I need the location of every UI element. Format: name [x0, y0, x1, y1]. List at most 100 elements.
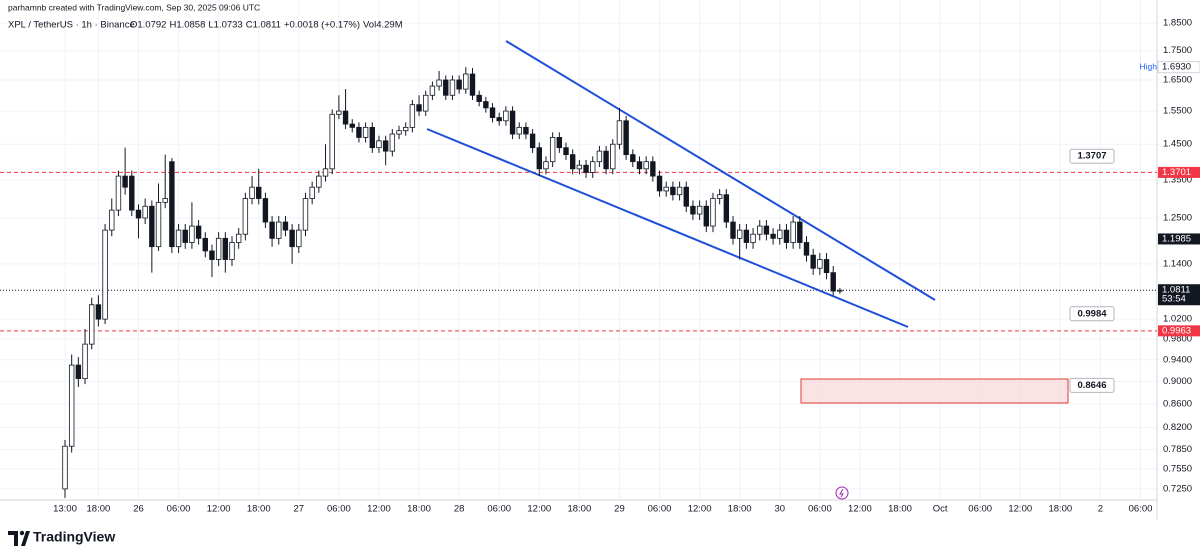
countdown: 53:54 [1162, 294, 1186, 305]
candle-body [810, 254, 816, 269]
candle-body [115, 175, 122, 211]
candle-body [109, 209, 115, 231]
x-tick-label: 13:00 [53, 504, 77, 515]
candle-body [590, 161, 596, 173]
callout-box [1069, 306, 1115, 322]
high-tag-label: 1.6930 [1162, 62, 1191, 73]
candle-body [169, 161, 175, 248]
candle-body [757, 225, 763, 235]
zone-rectangle [800, 378, 1069, 404]
candle-body [89, 304, 95, 345]
legend: XPL / TetherUS · 1h · Binance O1.0792 H1.… [8, 20, 403, 31]
candle-body [670, 186, 676, 196]
candle-body [155, 201, 162, 248]
x-tick-label: 06:00 [808, 504, 832, 515]
candle-body [436, 79, 442, 87]
candle-body [823, 259, 830, 274]
x-tick-label: 18:00 [407, 504, 431, 515]
candle-body [763, 225, 770, 235]
y-tick-label: 0.7850 [1163, 444, 1192, 455]
x-tick-label: 27 [294, 504, 305, 515]
candle-body [423, 94, 429, 112]
candle-body [509, 110, 516, 135]
x-tick-label: 12:00 [527, 504, 551, 515]
candle-body [302, 198, 309, 231]
candle-body [743, 229, 750, 243]
candle-body [182, 229, 188, 243]
candle-body [643, 161, 649, 170]
candle-body [750, 233, 756, 243]
candle-body [269, 221, 275, 239]
callout-box [1069, 148, 1115, 164]
candle-body [563, 147, 569, 156]
candle-body [249, 186, 255, 199]
levels [0, 171, 1157, 332]
candle-body [549, 137, 556, 163]
y-tick-label: 0.8200 [1163, 422, 1192, 433]
x-tick-label: 06:00 [487, 504, 511, 515]
logo-mark [8, 531, 18, 546]
candle-body [102, 229, 108, 320]
y-tick-label: 0.8600 [1163, 399, 1192, 410]
candle-body [696, 205, 703, 215]
candle-body [202, 237, 208, 252]
y-tick-label: 1.4500 [1163, 139, 1192, 150]
callout-box [1069, 377, 1115, 393]
x-tick-label: 30 [774, 504, 785, 515]
candle-body [62, 445, 68, 490]
candle-body [135, 209, 142, 219]
candle-body [676, 186, 683, 196]
candle-body [189, 225, 195, 243]
candle-body [529, 133, 536, 149]
current-tag-label: 1.0811 [1162, 285, 1190, 296]
event-icon-bolt [839, 488, 844, 498]
candle-body [149, 205, 155, 248]
candle-body [376, 140, 382, 149]
y-tick-label: 0.7250 [1163, 483, 1192, 494]
candle-body [356, 126, 362, 138]
x-tick-label: 29 [614, 504, 625, 515]
candle-body [790, 221, 796, 243]
candle-body [716, 194, 723, 199]
candle-body [369, 126, 375, 149]
candle-body [489, 107, 496, 118]
candle-body [730, 221, 736, 239]
mark-tag [1158, 233, 1200, 245]
candle-body [409, 104, 416, 128]
legend-value: +0.0018 (+0.17%) [284, 20, 360, 31]
candle-body [122, 175, 128, 188]
candle-body [690, 205, 696, 215]
brand-logo: TradingView [8, 529, 115, 546]
callout-label: 0.9984 [1077, 308, 1107, 319]
candle-body [583, 164, 589, 173]
symbol: XPL / TetherUS · 1h · Binance [8, 20, 135, 31]
candle-body [623, 120, 629, 156]
candle-body [770, 233, 776, 239]
candle-body [736, 229, 743, 239]
level-tag [1158, 325, 1200, 337]
candle-body [75, 364, 82, 380]
candle-body [703, 205, 709, 227]
x-tick-label: 18:00 [1048, 504, 1072, 515]
candle-body [222, 237, 229, 260]
y-tick-label: 1.2500 [1163, 213, 1192, 224]
candle-body [289, 229, 295, 248]
y-tick-label: 1.3500 [1163, 174, 1192, 185]
candle-body [797, 221, 803, 243]
x-tick-label: 06:00 [167, 504, 191, 515]
y-tick-label: 0.9000 [1163, 376, 1192, 387]
candles [62, 67, 843, 498]
callout-label: 0.8646 [1077, 380, 1106, 391]
candle-body [443, 79, 449, 96]
candle-body [636, 161, 643, 170]
candle-body [556, 137, 563, 149]
event-icon[interactable] [835, 486, 849, 500]
legend-value: Vol4.29M [363, 20, 403, 31]
candle-body [476, 94, 482, 102]
candle-body [282, 221, 289, 231]
candle-body [382, 140, 389, 152]
candle-body [262, 198, 269, 223]
